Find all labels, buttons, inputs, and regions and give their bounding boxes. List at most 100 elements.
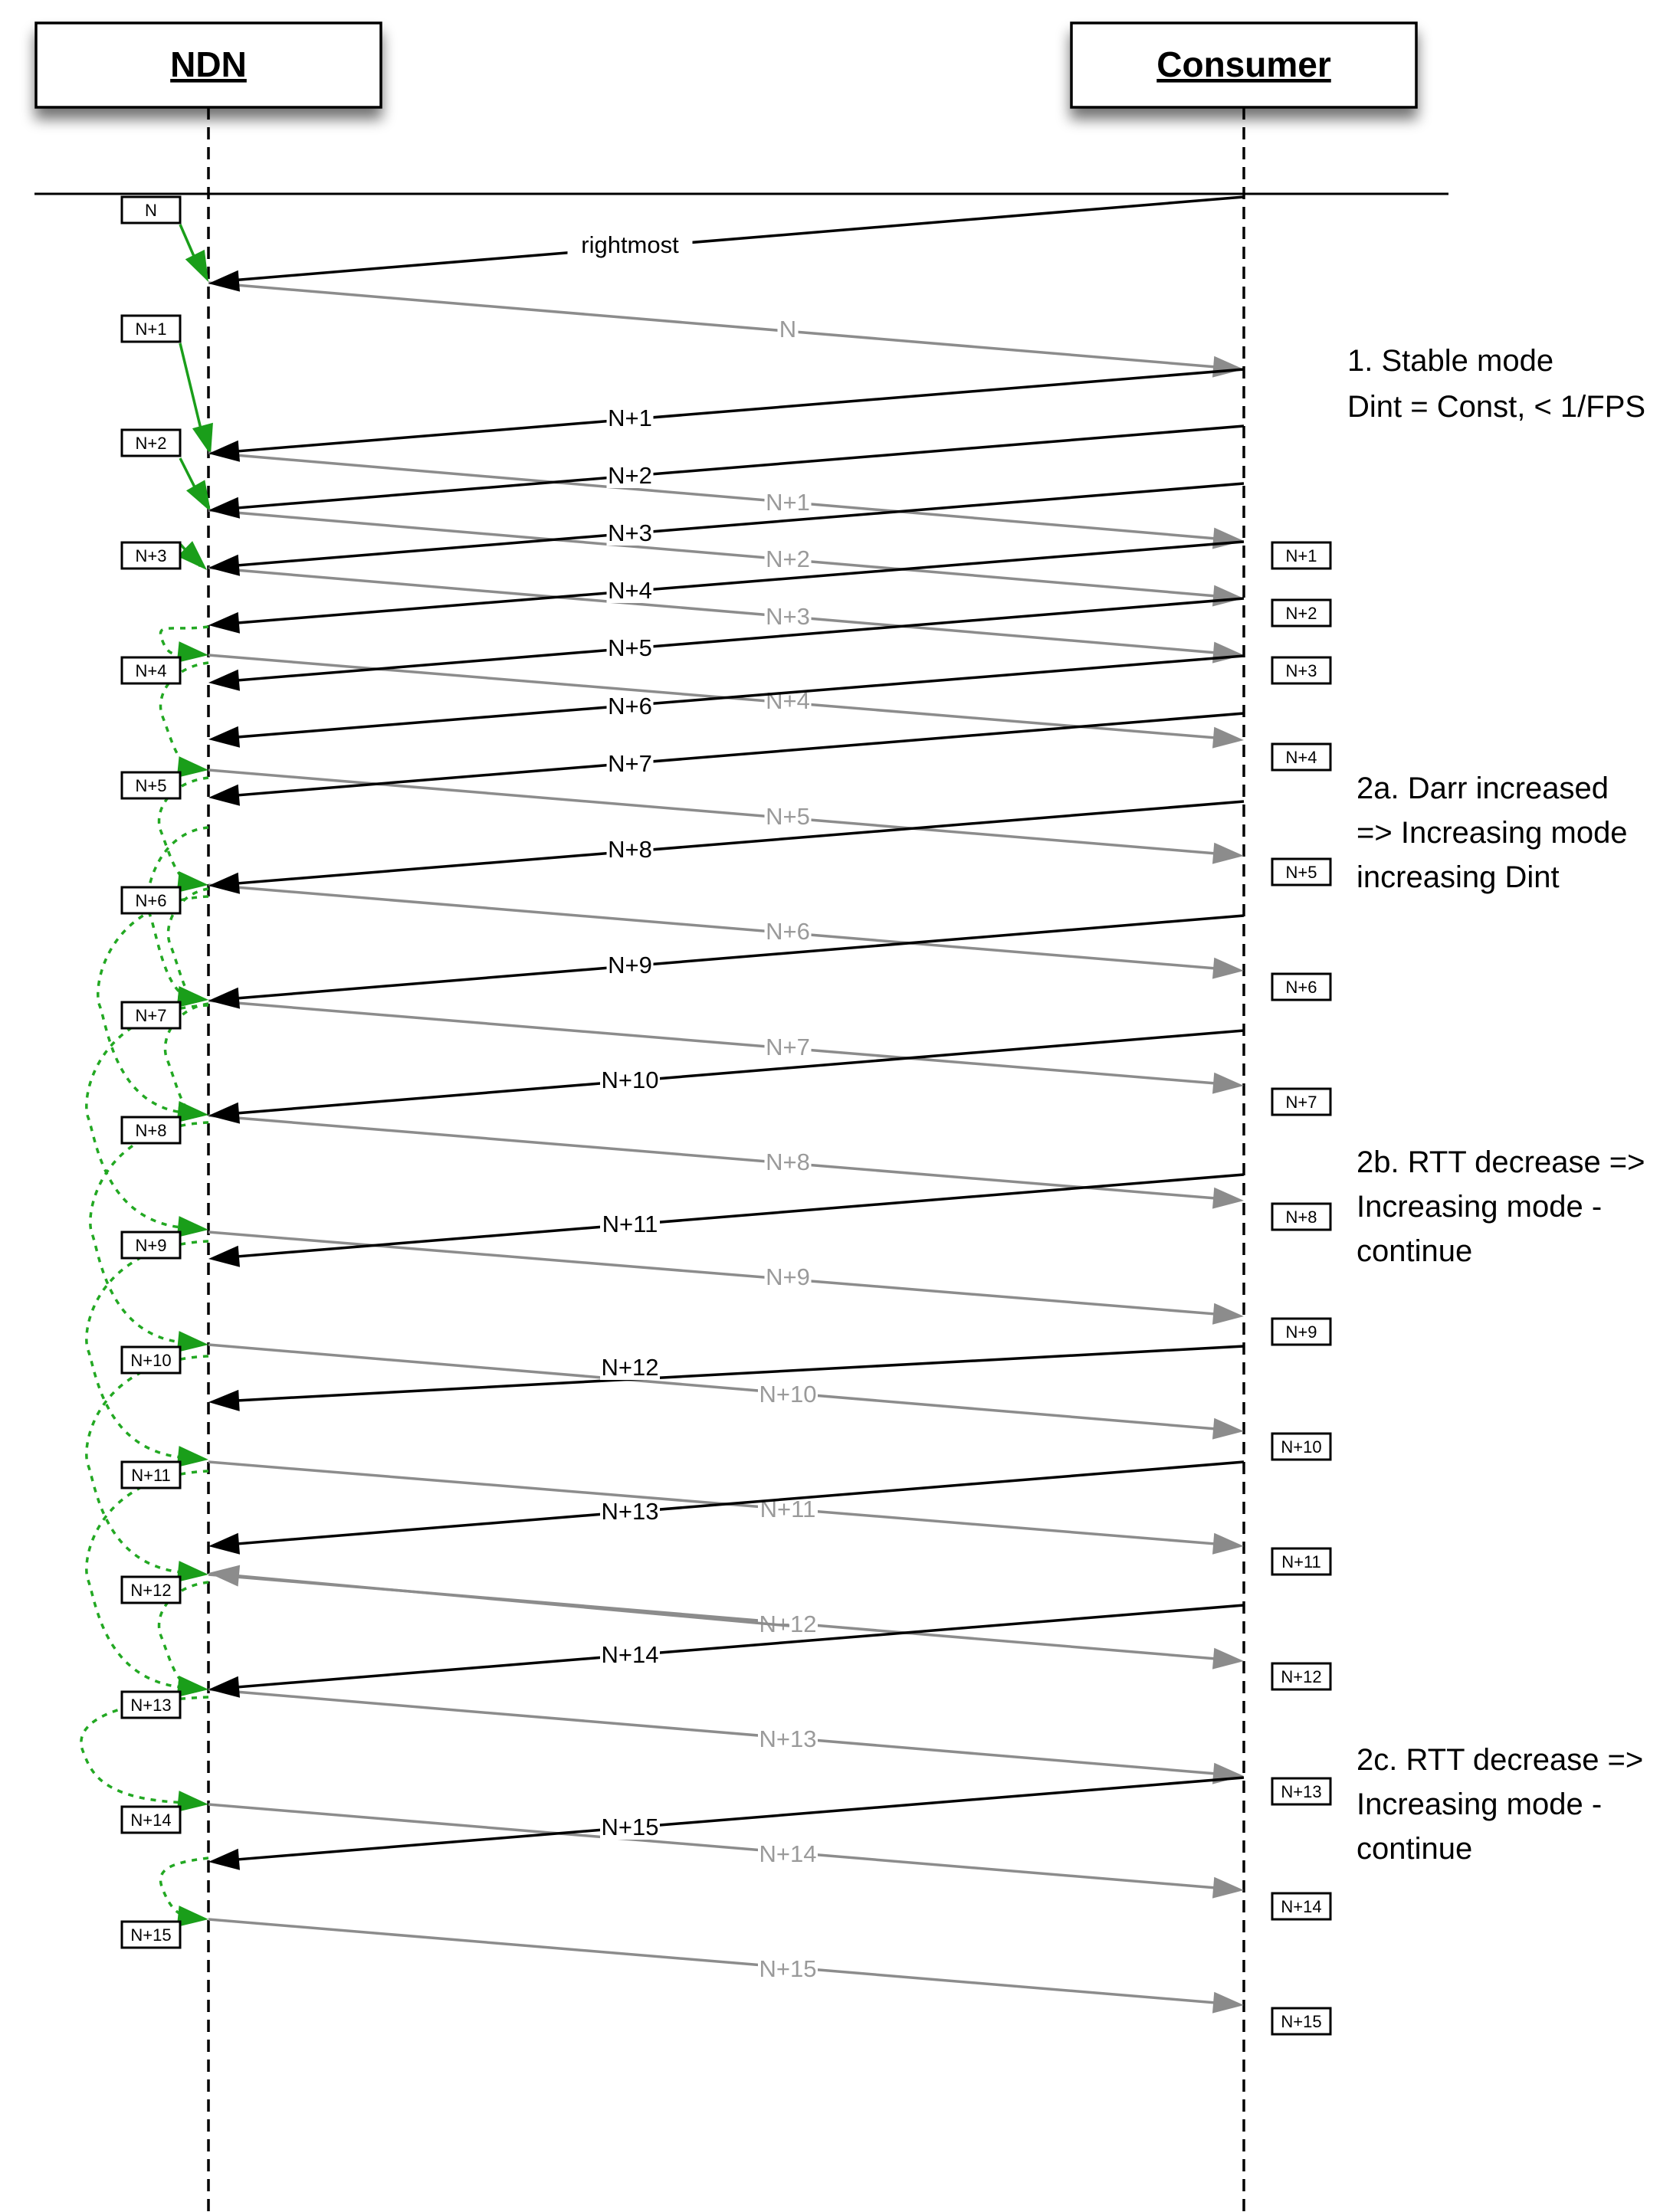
- svg-text:N+3: N+3: [1286, 661, 1317, 680]
- ndn-marker: N+15: [120, 1920, 182, 1949]
- data-label: N+5: [764, 803, 812, 830]
- consumer-marker: N+14: [1271, 1892, 1332, 1921]
- mode-notes: 1. Stable mode Dint = Const, < 1/FPS 2a. D…: [1347, 344, 1645, 1866]
- ndn-marker: N+14: [120, 1805, 182, 1834]
- interest-label: N+6: [606, 693, 654, 719]
- svg-text:N+14: N+14: [1281, 1897, 1321, 1916]
- ndn-marker: N+3: [120, 541, 182, 570]
- ndn-marker: N+4: [120, 656, 182, 685]
- schedule-arrowhead: [176, 1101, 208, 1122]
- data-label: N+14: [758, 1840, 818, 1867]
- svg-text:N+11: N+11: [131, 1466, 171, 1485]
- ndn-marker: N+9: [120, 1231, 182, 1260]
- interest-arrow: [231, 1345, 1245, 1403]
- svg-text:N+12: N+12: [130, 1581, 171, 1600]
- svg-text:N+10: N+10: [602, 1067, 659, 1093]
- mode-note: 2b. RTT decrease => Increasing mode - cont…: [1357, 1145, 1645, 1268]
- data-label: N+1: [764, 489, 812, 516]
- actor-consumer: Consumer: [1070, 21, 1418, 109]
- schedule-arrowhead: [176, 1446, 208, 1467]
- interest-arrowhead: [208, 270, 241, 292]
- data-label: N+9: [764, 1263, 812, 1290]
- data-arrowhead: [1212, 585, 1244, 607]
- data-arrow: [208, 999, 1222, 1086]
- schedule-arrowhead: [176, 1331, 208, 1352]
- interest-label: N+15: [600, 1814, 660, 1840]
- svg-text:N+3: N+3: [608, 519, 652, 546]
- interest-arrow: [231, 800, 1245, 886]
- schedule-arrowhead: [192, 422, 213, 455]
- data-arrowhead: [1212, 957, 1244, 979]
- interest-label: N+1: [606, 405, 654, 431]
- svg-text:N+10: N+10: [1281, 1437, 1321, 1457]
- mode-note-line: 2c. RTT decrease =>: [1357, 1743, 1643, 1777]
- segment-markers: N N+1 N+2 N+3 N+4 N+5 N+6 N+7 N+8 N+9 N+10 N+11 N+12…: [120, 195, 1332, 2036]
- svg-text:N+1: N+1: [136, 320, 167, 339]
- interest-arrow: [231, 1604, 1245, 1689]
- svg-text:N+13: N+13: [130, 1696, 171, 1715]
- consumer-marker: N+5: [1271, 857, 1332, 886]
- interest-arrowhead: [208, 872, 241, 894]
- actor-ndn-label: NDN: [170, 44, 247, 84]
- interest-label: N+12: [600, 1354, 660, 1381]
- schedule-curve: [166, 887, 209, 1000]
- interest-arrowhead: [208, 554, 241, 576]
- svg-text:N+8: N+8: [136, 1121, 167, 1140]
- consumer-marker: N+4: [1271, 742, 1332, 772]
- schedule-arrowhead: [176, 1561, 208, 1582]
- actor-ndn: NDN: [34, 21, 382, 109]
- mode-note: 2c. RTT decrease => Increasing mode - cont…: [1357, 1743, 1643, 1866]
- schedule-arrowhead: [185, 249, 208, 282]
- interest-label: N+3: [606, 519, 654, 546]
- interest-arrow: [231, 424, 1245, 510]
- ndn-marker: N+7: [120, 1001, 182, 1030]
- svg-text:N+7: N+7: [608, 750, 652, 777]
- interest-label: N+4: [606, 577, 654, 604]
- schedule-arrowhead: [176, 986, 208, 1008]
- data-arrowhead: [1212, 1991, 1244, 2014]
- interest-arrow: [231, 914, 1245, 1001]
- interest-label: N+8: [606, 836, 654, 863]
- svg-text:N+15: N+15: [130, 1925, 171, 1945]
- svg-text:N+9: N+9: [766, 1263, 810, 1290]
- ndn-marker: N+2: [120, 428, 182, 457]
- ndn-marker: N+13: [120, 1690, 182, 1719]
- schedule-curve: [163, 1002, 209, 1115]
- interest-arrowhead: [208, 1245, 241, 1267]
- actor-consumer-label: Consumer: [1156, 44, 1331, 84]
- svg-text:N+3: N+3: [136, 546, 167, 565]
- mode-note-line: continue: [1357, 1832, 1472, 1866]
- svg-text:N+14: N+14: [759, 1840, 817, 1867]
- svg-text:N+4: N+4: [136, 661, 167, 680]
- data-arrowhead: [1212, 356, 1244, 378]
- svg-text:N+3: N+3: [766, 603, 810, 630]
- svg-text:N+5: N+5: [608, 634, 652, 661]
- svg-text:N+4: N+4: [608, 577, 652, 604]
- svg-text:N+11: N+11: [602, 1211, 658, 1237]
- svg-text:N+2: N+2: [1286, 604, 1317, 623]
- schedule-arrowhead: [176, 871, 208, 893]
- svg-text:N+2: N+2: [136, 434, 167, 453]
- data-arrowhead: [1212, 1532, 1244, 1555]
- interest-arrowhead: [208, 1532, 241, 1555]
- interest-arrow: [231, 1029, 1245, 1116]
- interest-arrows: rightmost N+1 N+2 N+3 N+4 N+5 N+6 N+7 N+8 N+9 N+10…: [208, 195, 1245, 1870]
- svg-text:N+5: N+5: [766, 803, 810, 830]
- consumer-marker: N+11: [1271, 1547, 1332, 1576]
- interest-label: N+5: [606, 634, 654, 661]
- mode-note-line: continue: [1357, 1234, 1472, 1268]
- consumer-marker: N+13: [1271, 1777, 1332, 1806]
- svg-text:N+4: N+4: [1286, 748, 1317, 767]
- interest-label: N+11: [600, 1211, 660, 1237]
- interest-label: N+9: [606, 952, 654, 978]
- data-arrowhead: [1212, 1647, 1244, 1670]
- svg-text:N+8: N+8: [608, 836, 652, 863]
- data-arrowhead: [1212, 1417, 1244, 1440]
- schedule-arrowhead: [176, 1906, 208, 1927]
- svg-text:N+7: N+7: [1286, 1093, 1317, 1112]
- consumer-marker: N+12: [1271, 1662, 1332, 1691]
- svg-text:N+11: N+11: [1281, 1552, 1321, 1571]
- svg-text:N+9: N+9: [136, 1236, 167, 1255]
- interest-arrow: [231, 368, 1245, 454]
- svg-text:N+12: N+12: [602, 1354, 659, 1381]
